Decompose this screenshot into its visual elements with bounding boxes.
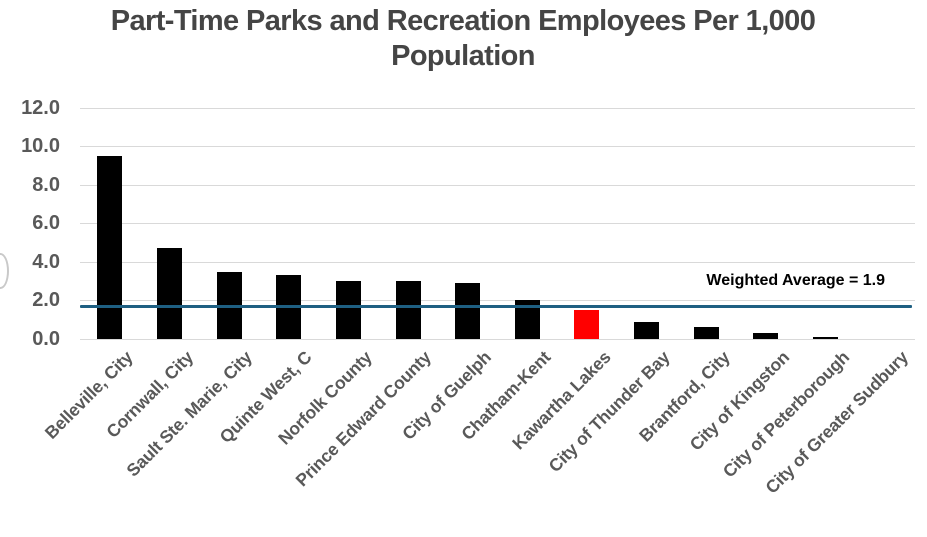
- gridline: [80, 146, 915, 147]
- bar-city-of-thunder-bay: [634, 322, 659, 339]
- y-axis-tick-label: 4.0: [32, 251, 60, 273]
- bar-norfolk-county: [336, 281, 361, 339]
- y-axis-tick-label: 6.0: [32, 212, 60, 234]
- bar-kawartha-lakes: [574, 310, 599, 339]
- chart-title: Part-Time Parks and Recreation Employees…: [110, 5, 816, 73]
- bar-city-of-peterborough: [813, 337, 838, 339]
- gridline: [80, 108, 915, 109]
- bar-brantford-city: [694, 327, 719, 339]
- y-axis-tick-label: 8.0: [32, 174, 60, 196]
- weighted-average-line: [80, 305, 912, 308]
- gridline: [80, 300, 915, 301]
- bar-city-of-kingston: [753, 333, 778, 339]
- y-axis-tick-label: 12.0: [21, 97, 60, 119]
- bar-cornwall-city: [157, 248, 182, 339]
- bar-prince-edward-county: [396, 281, 421, 339]
- bar-city-of-guelph: [455, 283, 480, 339]
- gridline: [80, 339, 915, 340]
- gridline: [80, 185, 915, 186]
- y-axis-tick-label: 2.0: [32, 289, 60, 311]
- gridline: [80, 223, 915, 224]
- weighted-average-label: Weighted Average = 1.9: [706, 272, 885, 289]
- bar-belleville-city: [97, 156, 122, 339]
- gridline: [80, 262, 915, 263]
- y-axis-tick-label: 10.0: [21, 135, 60, 157]
- y-axis-tick-label: 0.0: [32, 328, 60, 350]
